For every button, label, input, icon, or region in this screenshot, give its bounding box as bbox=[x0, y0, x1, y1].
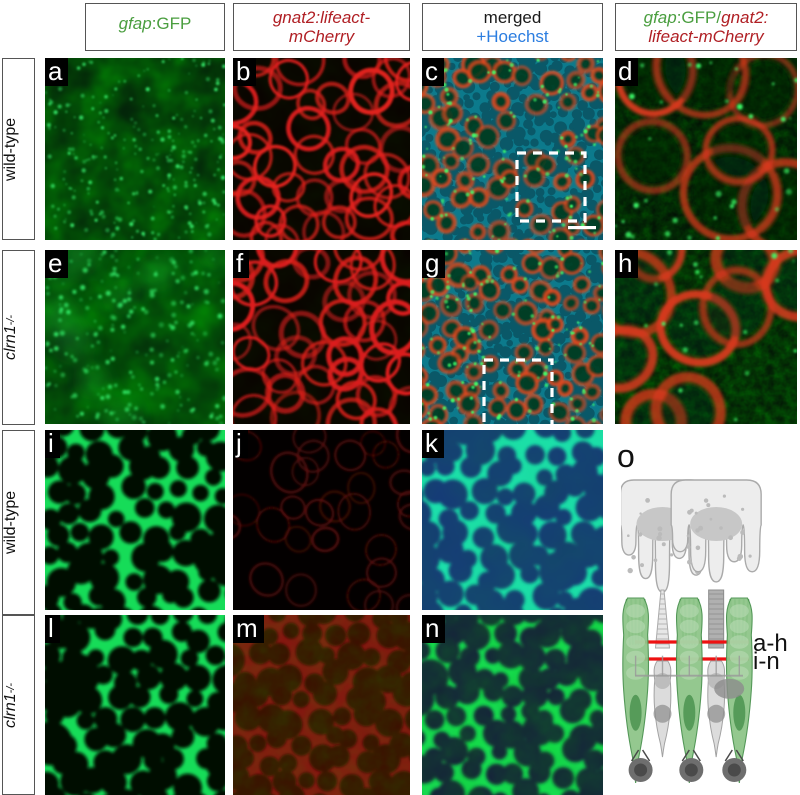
svg-text:i-n: i-n bbox=[753, 648, 780, 675]
